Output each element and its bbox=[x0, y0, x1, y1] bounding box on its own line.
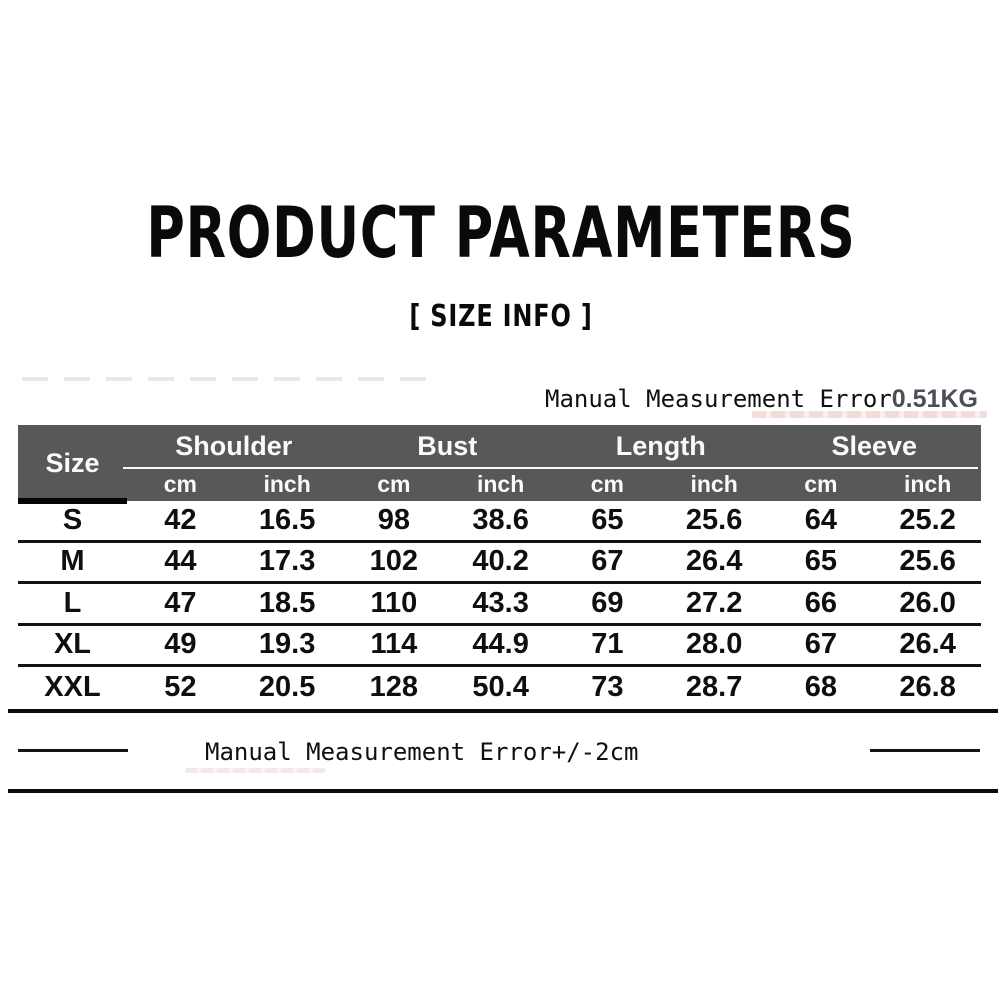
table-cell: 28.0 bbox=[685, 628, 743, 661]
size-table: Size Shoulder Bust Length Sleeve cm inch… bbox=[18, 425, 981, 709]
page-bottom-rule bbox=[8, 789, 998, 793]
table-cell: 65 bbox=[591, 503, 624, 536]
table-cell: 26.8 bbox=[899, 671, 956, 704]
table-row-s: S 42 16.5 98 38.6 65 25.6 64 25.2 bbox=[18, 501, 981, 543]
table-cell: 42 bbox=[164, 503, 197, 536]
table-cell: 98 bbox=[377, 503, 410, 536]
table-bottom-rule bbox=[8, 709, 998, 713]
column-header-size: Size bbox=[45, 447, 100, 478]
table-cell: 28.7 bbox=[685, 671, 743, 704]
table-cell: 44.9 bbox=[472, 628, 529, 661]
table-cell: 40.2 bbox=[472, 545, 529, 578]
table-cell: 19.3 bbox=[258, 628, 316, 661]
unit-header: inch bbox=[263, 470, 311, 497]
column-header-sleeve: Sleeve bbox=[831, 430, 918, 461]
table-cell: 27.2 bbox=[685, 586, 743, 619]
table-cell: 68 bbox=[804, 671, 837, 704]
weight-note-label: Manual Measurement Error bbox=[545, 385, 892, 413]
table-cell: 49 bbox=[164, 628, 197, 661]
column-header-length: Length bbox=[615, 430, 706, 461]
table-cell: 25.6 bbox=[685, 503, 743, 536]
note-right-rule bbox=[870, 749, 980, 752]
table-cell: 71 bbox=[591, 628, 624, 661]
unit-header: inch bbox=[690, 470, 738, 497]
table-cell: 47 bbox=[164, 586, 197, 619]
size-cell: XXL bbox=[44, 671, 101, 704]
table-cell: 38.6 bbox=[472, 503, 529, 536]
table-body: S 42 16.5 98 38.6 65 25.6 64 25.2 M 44 1… bbox=[18, 501, 981, 709]
size-column-underline bbox=[18, 498, 127, 504]
unit-header: cm bbox=[377, 470, 411, 497]
table-cell: 128 bbox=[369, 671, 419, 704]
table-cell: 67 bbox=[591, 545, 624, 578]
table-cell: 17.3 bbox=[258, 545, 316, 578]
measurement-error-note: Manual Measurement Error+/-2cm bbox=[205, 738, 639, 766]
size-cell: S bbox=[62, 503, 83, 536]
column-header-bust: Bust bbox=[417, 430, 478, 461]
size-cell: XL bbox=[53, 628, 92, 661]
size-cell: M bbox=[60, 545, 85, 578]
table-cell: 110 bbox=[370, 586, 418, 619]
size-cell: L bbox=[63, 586, 82, 619]
table-header: Size Shoulder Bust Length Sleeve cm inch… bbox=[18, 425, 981, 504]
weight-note-value: 0.51KG bbox=[891, 385, 978, 413]
table-cell: 102 bbox=[369, 545, 419, 578]
table-cell: 26.4 bbox=[899, 628, 956, 661]
unit-header: cm bbox=[804, 470, 838, 497]
faint-smudge-artifact bbox=[22, 377, 442, 381]
table-cell: 26.0 bbox=[899, 586, 956, 619]
table-cell: 50.4 bbox=[472, 671, 529, 704]
table-cell: 52 bbox=[164, 671, 197, 704]
table-cell: 65 bbox=[804, 545, 837, 578]
table-cell: 20.5 bbox=[258, 671, 316, 704]
faint-watermark-bottom bbox=[185, 768, 325, 773]
column-header-shoulder: Shoulder bbox=[175, 430, 293, 461]
table-row-m: M 44 17.3 102 40.2 67 26.4 65 25.6 bbox=[18, 543, 981, 584]
table-row-xl: XL 49 19.3 114 44.9 71 28.0 67 26.4 bbox=[18, 626, 981, 667]
table-cell: 16.5 bbox=[258, 503, 316, 536]
table-cell: 73 bbox=[591, 671, 624, 704]
table-cell: 25.6 bbox=[899, 545, 956, 578]
table-cell: 26.4 bbox=[685, 545, 743, 578]
faint-watermark-top bbox=[752, 411, 987, 418]
table-row-xxl: XXL 52 20.5 128 50.4 73 28.7 68 26.8 bbox=[18, 667, 981, 709]
header-divider-line bbox=[123, 467, 978, 469]
unit-header: inch bbox=[903, 470, 952, 497]
unit-header: inch bbox=[476, 470, 525, 497]
page-title: PRODUCT PARAMETERS bbox=[146, 192, 856, 274]
table-cell: 25.2 bbox=[899, 503, 956, 536]
note-left-rule bbox=[18, 749, 128, 752]
unit-header: cm bbox=[590, 470, 624, 497]
table-cell: 64 bbox=[804, 503, 837, 536]
table-cell: 67 bbox=[804, 628, 837, 661]
table-row-l: L 47 18.5 110 43.3 69 27.2 66 26.0 bbox=[18, 584, 981, 626]
table-cell: 43.3 bbox=[472, 586, 529, 619]
weight-note: Manual Measurement Error0.51KG bbox=[545, 384, 978, 414]
table-cell: 44 bbox=[164, 545, 197, 578]
table-cell: 114 bbox=[370, 628, 418, 661]
table-cell: 69 bbox=[591, 586, 624, 619]
page-subtitle: [ SIZE INFO ] bbox=[409, 299, 593, 334]
table-cell: 18.5 bbox=[258, 586, 316, 619]
table-cell: 66 bbox=[804, 586, 837, 619]
unit-header: cm bbox=[163, 470, 197, 497]
